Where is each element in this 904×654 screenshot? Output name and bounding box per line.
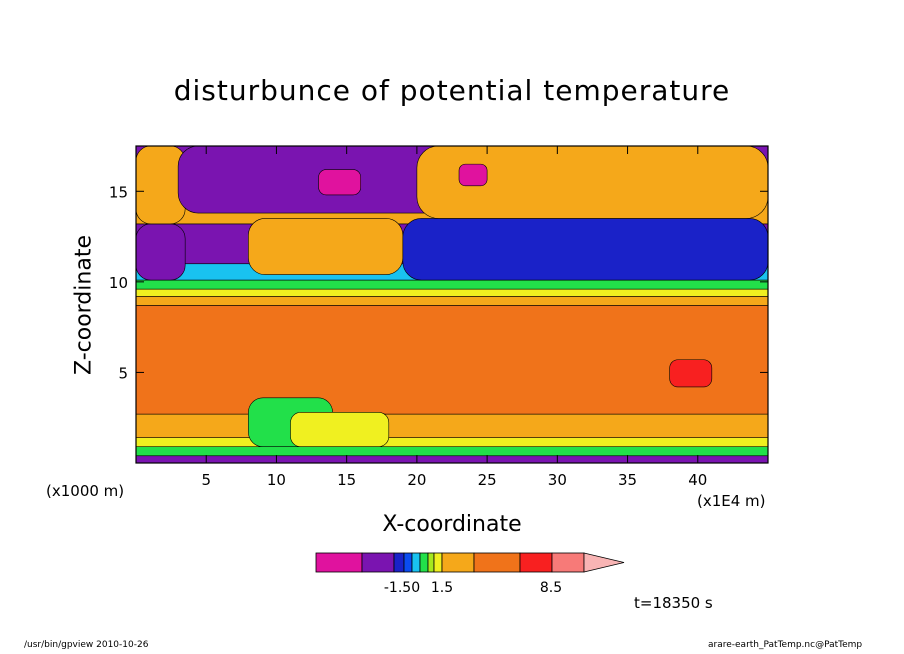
- colorbar: -1.50 1.5 8.5: [315, 552, 625, 596]
- colorbar-segment-1: [361, 552, 395, 573]
- contour-feature-5: [416, 146, 768, 219]
- colorbar-label-2: 8.5: [540, 580, 562, 596]
- contour-band-1: [136, 446, 768, 457]
- contour-feature-3: [248, 218, 404, 275]
- x-tick-label-1: 10: [267, 471, 286, 489]
- contour-fills: [136, 146, 768, 463]
- x-tick-label-5: 30: [548, 471, 567, 489]
- x-axis-ticks: 5 10 15 20 25 30 35 40: [201, 146, 707, 489]
- x-tick-label-2: 15: [337, 471, 356, 489]
- footer-left-text: /usr/bin/gpview 2010-10-26: [24, 640, 149, 650]
- contour-feature-0: [136, 223, 186, 281]
- footer-right-text: arare-earth_PatTemp.nc@PatTemp: [708, 640, 863, 650]
- contour-feature-10: [290, 411, 390, 447]
- contour-feature-1: [136, 146, 186, 225]
- colorbar-segment-5: [419, 552, 429, 573]
- contour-feature-6: [318, 169, 362, 196]
- colorbar-label-1: 1.5: [431, 580, 453, 596]
- colorbar-segment-0: [315, 552, 363, 573]
- y-axis-ticks: 5 10 15: [109, 183, 768, 382]
- colorbar-segment-4: [411, 552, 421, 573]
- x-tick-label-6: 35: [618, 471, 637, 489]
- x-tick-label-7: 40: [688, 471, 707, 489]
- contour-band-2: [136, 437, 768, 447]
- colorbar-label-0: -1.50: [384, 580, 420, 596]
- contour-band-5: [136, 296, 768, 306]
- contour-feature-8: [669, 359, 713, 388]
- colorbar-segment-7: [433, 552, 443, 573]
- colorbar-segment-8: [441, 552, 475, 573]
- contour-band-4: [136, 305, 768, 415]
- colorbar-segment-9: [473, 552, 521, 573]
- colorbar-segment-2: [393, 552, 405, 573]
- colorbar-segment-11: [551, 552, 585, 573]
- contour-band-3: [136, 413, 768, 438]
- colorbar-arrow: [583, 552, 625, 573]
- time-label: t=18350 s: [634, 594, 713, 612]
- x-tick-label-0: 5: [201, 471, 211, 489]
- chart-title: disturbunce of potential temperature: [173, 74, 731, 107]
- contour-feature-4: [402, 218, 768, 281]
- contour-band-7: [136, 279, 768, 290]
- y-tick-label-0: 5: [118, 364, 128, 382]
- y-tick-label-2: 15: [109, 183, 128, 201]
- x-axis-label: X-coordinate: [382, 512, 522, 537]
- x-unit-left-label: (x1000 m): [46, 482, 125, 500]
- x-tick-label-3: 20: [407, 471, 426, 489]
- colorbar-segment-3: [403, 552, 413, 573]
- contour-band-6: [136, 288, 768, 297]
- y-tick-label-1: 10: [109, 274, 128, 292]
- contour-feature-7: [458, 163, 488, 187]
- x-unit-right-label: (x1E4 m): [697, 492, 766, 510]
- colorbar-segment-10: [519, 552, 553, 573]
- colorbar-segment-6: [427, 552, 435, 573]
- x-tick-label-4: 25: [478, 471, 497, 489]
- contour-band-0: [136, 455, 768, 463]
- plot-frame: [135, 145, 769, 464]
